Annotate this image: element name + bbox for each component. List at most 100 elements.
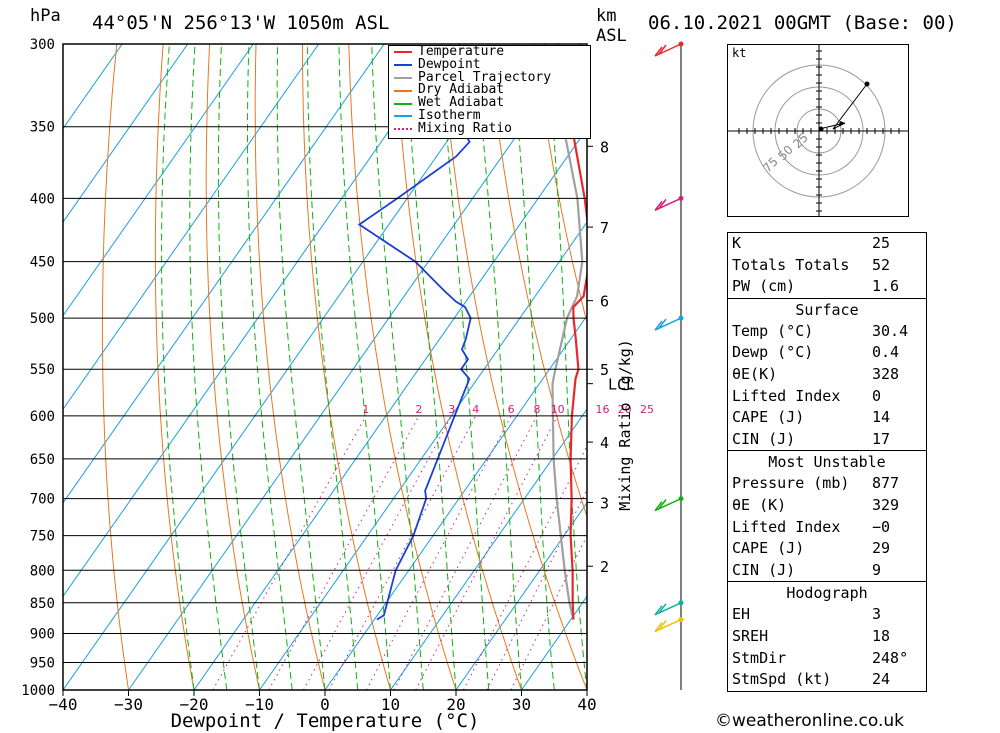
row-value: 24 — [872, 670, 891, 689]
wet-adiabat-line — [247, 44, 293, 690]
pressure-tick-label: 400 — [30, 191, 55, 207]
km-tick-label: 8 — [600, 138, 609, 156]
parcel-trajectory-profile — [543, 44, 584, 620]
x-tick-label: 30 — [512, 695, 531, 714]
km-tick-label: 4 — [600, 434, 609, 452]
km-tick-label: 6 — [600, 293, 609, 311]
row-value: 29 — [872, 539, 891, 558]
wet-adiabat-line — [161, 44, 195, 690]
row-label: θE (K) — [732, 495, 787, 514]
km-tick-label: 7 — [600, 219, 609, 237]
table-row: Temp (°C) 30.4 — [728, 321, 926, 343]
table-row: StmSpd (kt) 24 — [728, 669, 926, 691]
isotherm-line — [63, 44, 123, 130]
row-value: 18 — [872, 626, 891, 645]
hodograph-ring-label: 25 — [790, 130, 811, 151]
dry-adiabat-line — [154, 44, 195, 690]
legend-swatch — [394, 51, 412, 54]
isotherm-line — [63, 44, 320, 411]
isotherm-line — [455, 501, 587, 690]
mixing-ratio-line — [303, 415, 453, 690]
legend-label: Isotherm — [418, 107, 481, 123]
table-row: Dewp (°C) 0.4 — [728, 342, 926, 364]
legend-label: Dry Adiabat — [418, 82, 505, 98]
x-axis-label: Dewpoint / Temperature (°C) — [171, 710, 480, 732]
row-value: 329 — [872, 495, 900, 514]
indices-box: K 25 Totals Totals 52 PW (cm) 1.6 — [727, 232, 927, 299]
hodograph-table-box: Hodograph EH 3 SREH 18 StmDir 248° StmSpd (kt)… — [727, 581, 927, 692]
legend-label: Wet Adiabat — [418, 95, 505, 111]
isotherm-line — [128, 44, 582, 690]
legend-label: Dewpoint — [418, 56, 481, 72]
pressure-tick-label: 950 — [30, 656, 55, 672]
table-row: θE(K) 328 — [728, 364, 926, 386]
legend-item: Isotherm — [389, 107, 590, 123]
hodograph-unit: kt — [732, 46, 747, 60]
mixing-ratio-label: 2 — [415, 403, 422, 416]
storm-motion-arrow — [839, 121, 845, 126]
pressure-tick-label: 700 — [30, 492, 55, 508]
location-title: 44°05'N 256°13'W 1050m ASL — [92, 12, 390, 34]
x-tick-label: −30 — [114, 695, 143, 714]
pressure-tick-label: 550 — [30, 362, 55, 378]
mixing-ratio-label: 3 — [448, 403, 455, 416]
hodograph-point — [818, 126, 824, 132]
dry-adiabat-line — [205, 44, 260, 690]
stability-table: K 25 Totals Totals 52 PW (cm) 1.6 Surface Tem… — [727, 232, 927, 692]
wind-barb — [654, 602, 682, 616]
table-row: StmDir 248° — [728, 648, 926, 670]
table-row: CAPE (J) 14 — [728, 407, 926, 429]
row-value: 17 — [872, 429, 891, 448]
surface-box: Surface Temp (°C) 30.4 Dewp (°C) 0.4 θE(K) 32… — [727, 297, 927, 452]
row-label: K — [732, 234, 742, 252]
dry-adiabat-line — [952, 44, 1000, 690]
row-label: PW (cm) — [732, 277, 796, 296]
wind-barb — [654, 43, 682, 57]
isotherm-line — [193, 127, 587, 690]
wet-adiabat-line — [371, 44, 424, 690]
isotherm-line — [324, 314, 587, 690]
legend-label: Parcel Trajectory — [418, 69, 552, 85]
mixing-ratio-label: 1 — [362, 403, 369, 416]
row-label: Lifted Index — [732, 386, 841, 405]
surface-title: Surface — [795, 300, 859, 319]
hodograph-ring-label: 50 — [775, 142, 796, 163]
legend-label: Mixing Ratio — [418, 120, 512, 136]
hodograph-table-title: Hodograph — [786, 584, 868, 603]
row-label: Pressure (mb) — [732, 474, 850, 493]
most-unstable-box: Most Unstable Pressure (mb) 877 θE (K) 329 L… — [727, 450, 927, 583]
hodograph-point — [864, 81, 870, 87]
isotherm-line — [63, 44, 254, 317]
row-label: StmSpd (kt) — [732, 670, 832, 689]
lcl-label: LCL — [608, 376, 635, 394]
unit-km-label: km — [596, 6, 617, 26]
legend-item: Parcel Trajectory — [389, 69, 590, 85]
pressure-tick-label: 850 — [30, 596, 55, 612]
row-label: CAPE (J) — [732, 408, 805, 427]
mixing-ratio-label: 4 — [472, 403, 479, 416]
table-row: Totals Totals 52 — [728, 255, 926, 277]
legend-label: Temperature — [418, 44, 505, 59]
isotherm-line — [63, 44, 451, 598]
row-value: −0 — [872, 517, 891, 536]
mixing-ratio-line — [393, 415, 538, 690]
row-label: SREH — [732, 626, 769, 645]
isotherm-line — [390, 408, 587, 690]
km-tick-label: 5 — [600, 361, 609, 379]
pressure-tick-label: 1000 — [21, 683, 55, 699]
pressure-tick-label: 750 — [30, 529, 55, 545]
hodograph-ring-label: 75 — [760, 154, 781, 175]
wet-adiabat-line — [307, 44, 359, 690]
row-label: CIN (J) — [732, 429, 796, 448]
row-label: StmDir — [732, 648, 787, 667]
table-row: K 25 — [728, 233, 926, 255]
table-row: SREH 18 — [728, 626, 926, 648]
wind-barb — [654, 317, 682, 331]
table-row: CIN (J) 17 — [728, 429, 926, 451]
row-label: Lifted Index — [732, 517, 841, 536]
x-tick-label: 10 — [381, 695, 400, 714]
mixing-ratio-axis-label: Mixing Ratio (g/kg) — [616, 339, 634, 511]
legend-swatch — [394, 115, 412, 118]
km-tick-label: 3 — [600, 494, 609, 512]
